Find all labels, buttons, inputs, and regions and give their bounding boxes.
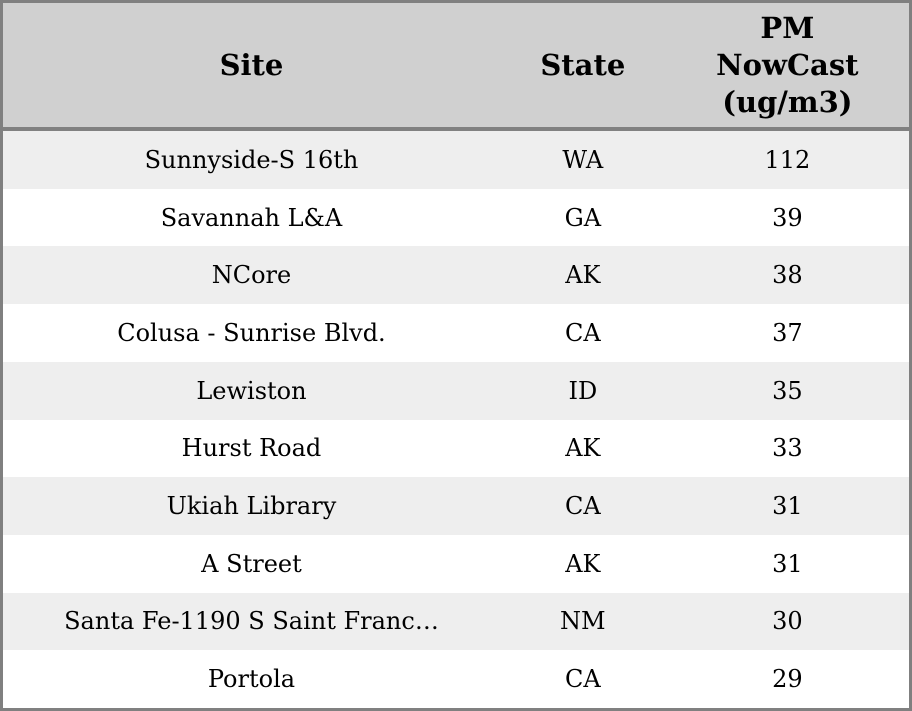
site-cell: Portola [207,665,296,694]
pm-cell: 33 [772,434,803,463]
table-row: Sunnyside-S 16th WA 112 [3,131,909,189]
state-cell: CA [564,492,601,521]
site-cell: Ukiah Library [166,492,337,521]
site-cell: Sunnyside-S 16th [144,145,359,174]
column-header-pm-nowcast: PM NowCast (ug/m3) [666,3,909,127]
site-cell: Colusa - Sunrise Blvd. [117,318,386,347]
table-row: Lewiston ID 35 [3,361,909,420]
table-body: Sunnyside-S 16th WA 112 Savannah L&A GA … [3,131,909,708]
pm-cell: 29 [772,665,803,694]
column-header-site-label: Site [219,47,284,82]
column-header-state-label: State [540,47,626,82]
state-cell: CA [564,665,601,694]
table-row: Colusa - Sunrise Blvd. CA 37 [3,304,909,362]
table-row: Hurst Road AK 33 [3,419,909,478]
column-header-site: Site [3,3,500,127]
table-row: A Street AK 31 [3,534,909,593]
site-cell: A Street [201,549,302,578]
table-row: NCore AK 38 [3,246,909,305]
site-cell: Hurst Road [181,434,322,463]
pm-cell: 37 [772,318,803,347]
pm-cell: 35 [772,376,803,405]
table-row: Ukiah Library CA 31 [3,477,909,535]
site-cell: NCore [211,261,292,290]
column-header-state: State [500,3,666,127]
table-row: Portola CA 29 [3,650,909,708]
pm-cell: 39 [772,203,803,232]
pm-cell: 31 [772,549,803,578]
state-cell: CA [564,318,601,347]
pm-cell: 30 [772,607,803,636]
table-row: Savannah L&A GA 39 [3,188,909,247]
state-cell: NM [560,607,606,636]
pm-cell: 112 [764,145,811,174]
state-cell: AK [565,261,601,290]
site-cell: Lewiston [196,376,307,405]
column-header-pm-nowcast-label: PM NowCast (ug/m3) [716,10,859,119]
pm-cell: 38 [772,261,803,290]
state-cell: AK [565,434,601,463]
state-cell: WA [562,145,604,174]
state-cell: AK [565,549,601,578]
site-cell: Savannah L&A [160,203,343,232]
site-cell: Santa Fe-1190 S Saint Franc… [64,607,439,636]
state-cell: ID [568,376,598,405]
pm-cell: 31 [772,492,803,521]
state-cell: GA [564,203,602,232]
table-header-row: Site State PM NowCast (ug/m3) [3,3,909,131]
table-row: Santa Fe-1190 S Saint Franc… NM 30 [3,592,909,651]
